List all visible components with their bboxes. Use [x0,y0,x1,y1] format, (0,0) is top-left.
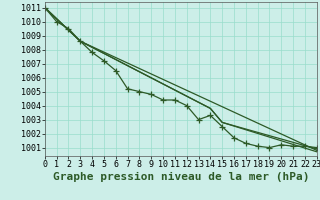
X-axis label: Graphe pression niveau de la mer (hPa): Graphe pression niveau de la mer (hPa) [52,172,309,182]
